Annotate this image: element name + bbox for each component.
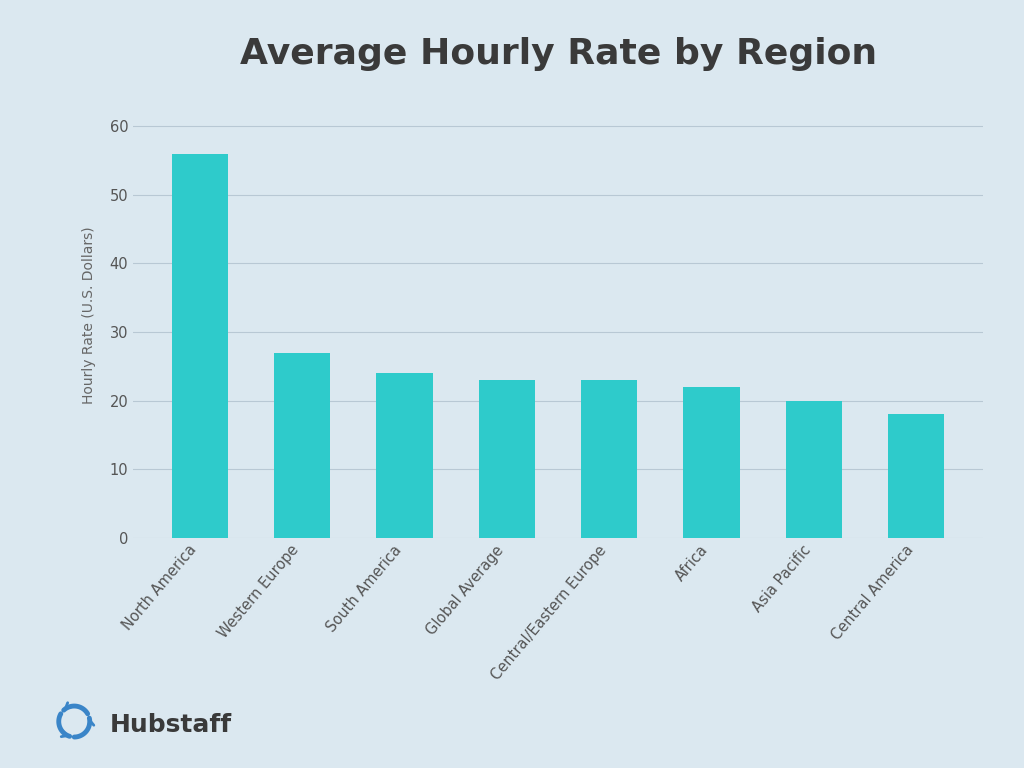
Bar [581,380,637,538]
Bar [274,353,331,538]
Bar [377,373,433,538]
Bar [888,414,944,538]
Text: Hubstaff: Hubstaff [110,713,231,737]
Bar [683,387,739,538]
Bar [479,380,536,538]
Title: Average Hourly Rate by Region: Average Hourly Rate by Region [240,38,877,71]
Bar [172,154,228,538]
Bar [785,401,842,538]
Y-axis label: Hourly Rate (U.S. Dollars): Hourly Rate (U.S. Dollars) [82,226,95,404]
